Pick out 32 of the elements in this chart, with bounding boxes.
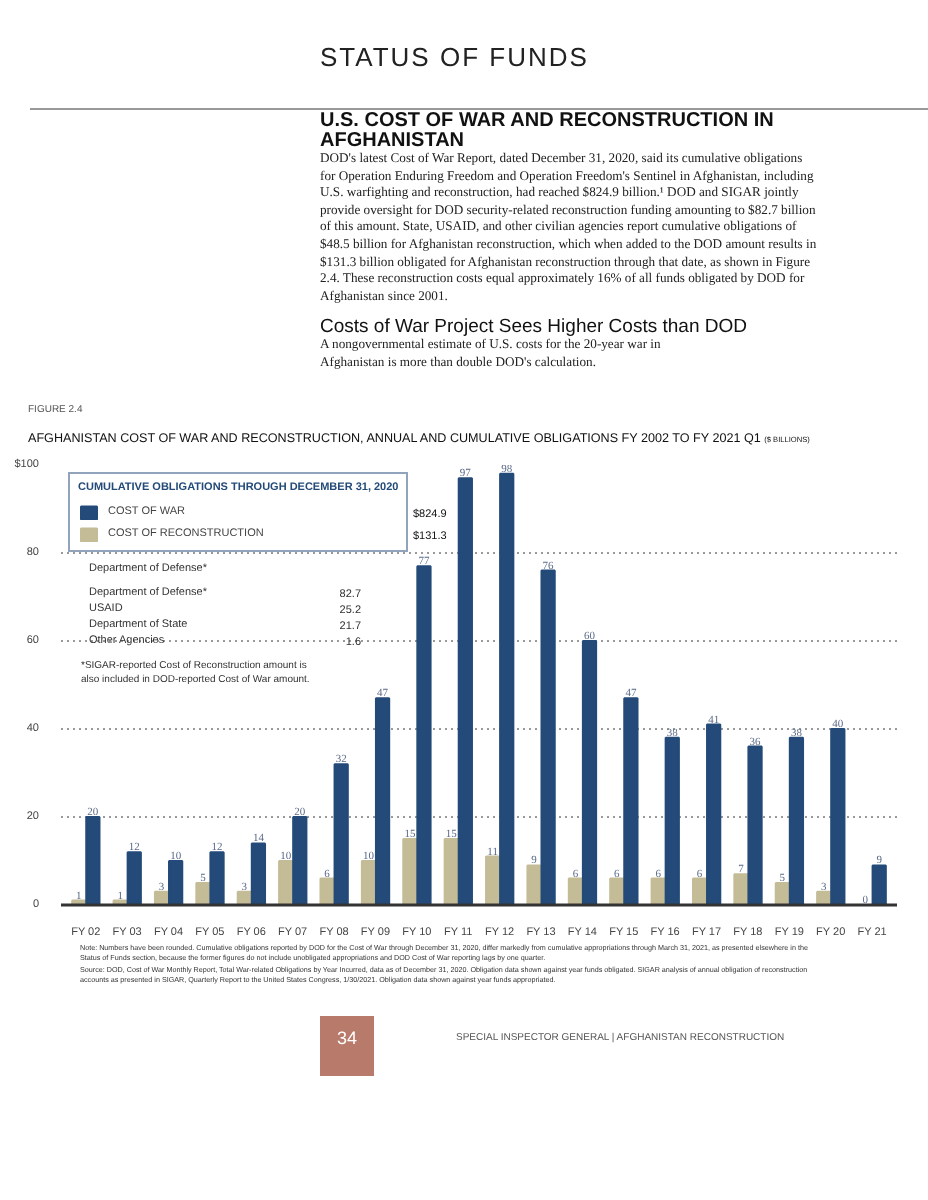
bar — [526, 864, 542, 905]
text: U.S. COST OF WAR AND RECONSTRUCTION IN AFGHANISTAN — [320, 110, 776, 152]
bar — [485, 855, 501, 905]
bar — [706, 723, 722, 905]
bar — [333, 763, 349, 905]
bar — [416, 565, 432, 905]
bar — [360, 860, 377, 905]
bar — [292, 816, 308, 905]
bar — [126, 851, 142, 905]
bar — [374, 697, 391, 905]
bar — [499, 472, 515, 905]
bar — [443, 838, 459, 905]
bar — [540, 569, 556, 905]
bar — [664, 736, 680, 905]
bar — [830, 728, 846, 905]
bar — [250, 842, 267, 905]
bar — [278, 860, 294, 905]
bar — [871, 864, 887, 905]
bar — [733, 873, 749, 905]
text: 34 — [320, 1016, 374, 1076]
bar — [85, 816, 101, 905]
text: STATUS OF FUNDS — [320, 40, 589, 76]
bar — [581, 640, 598, 905]
bar — [402, 838, 418, 905]
bar — [209, 851, 225, 905]
bar — [747, 745, 763, 905]
bar — [168, 860, 184, 905]
bar — [623, 697, 639, 905]
text: Costs of War Project Sees Higher Costs than DOD — [320, 316, 749, 339]
bar — [319, 877, 335, 905]
bar — [788, 736, 805, 905]
bar — [457, 477, 473, 905]
